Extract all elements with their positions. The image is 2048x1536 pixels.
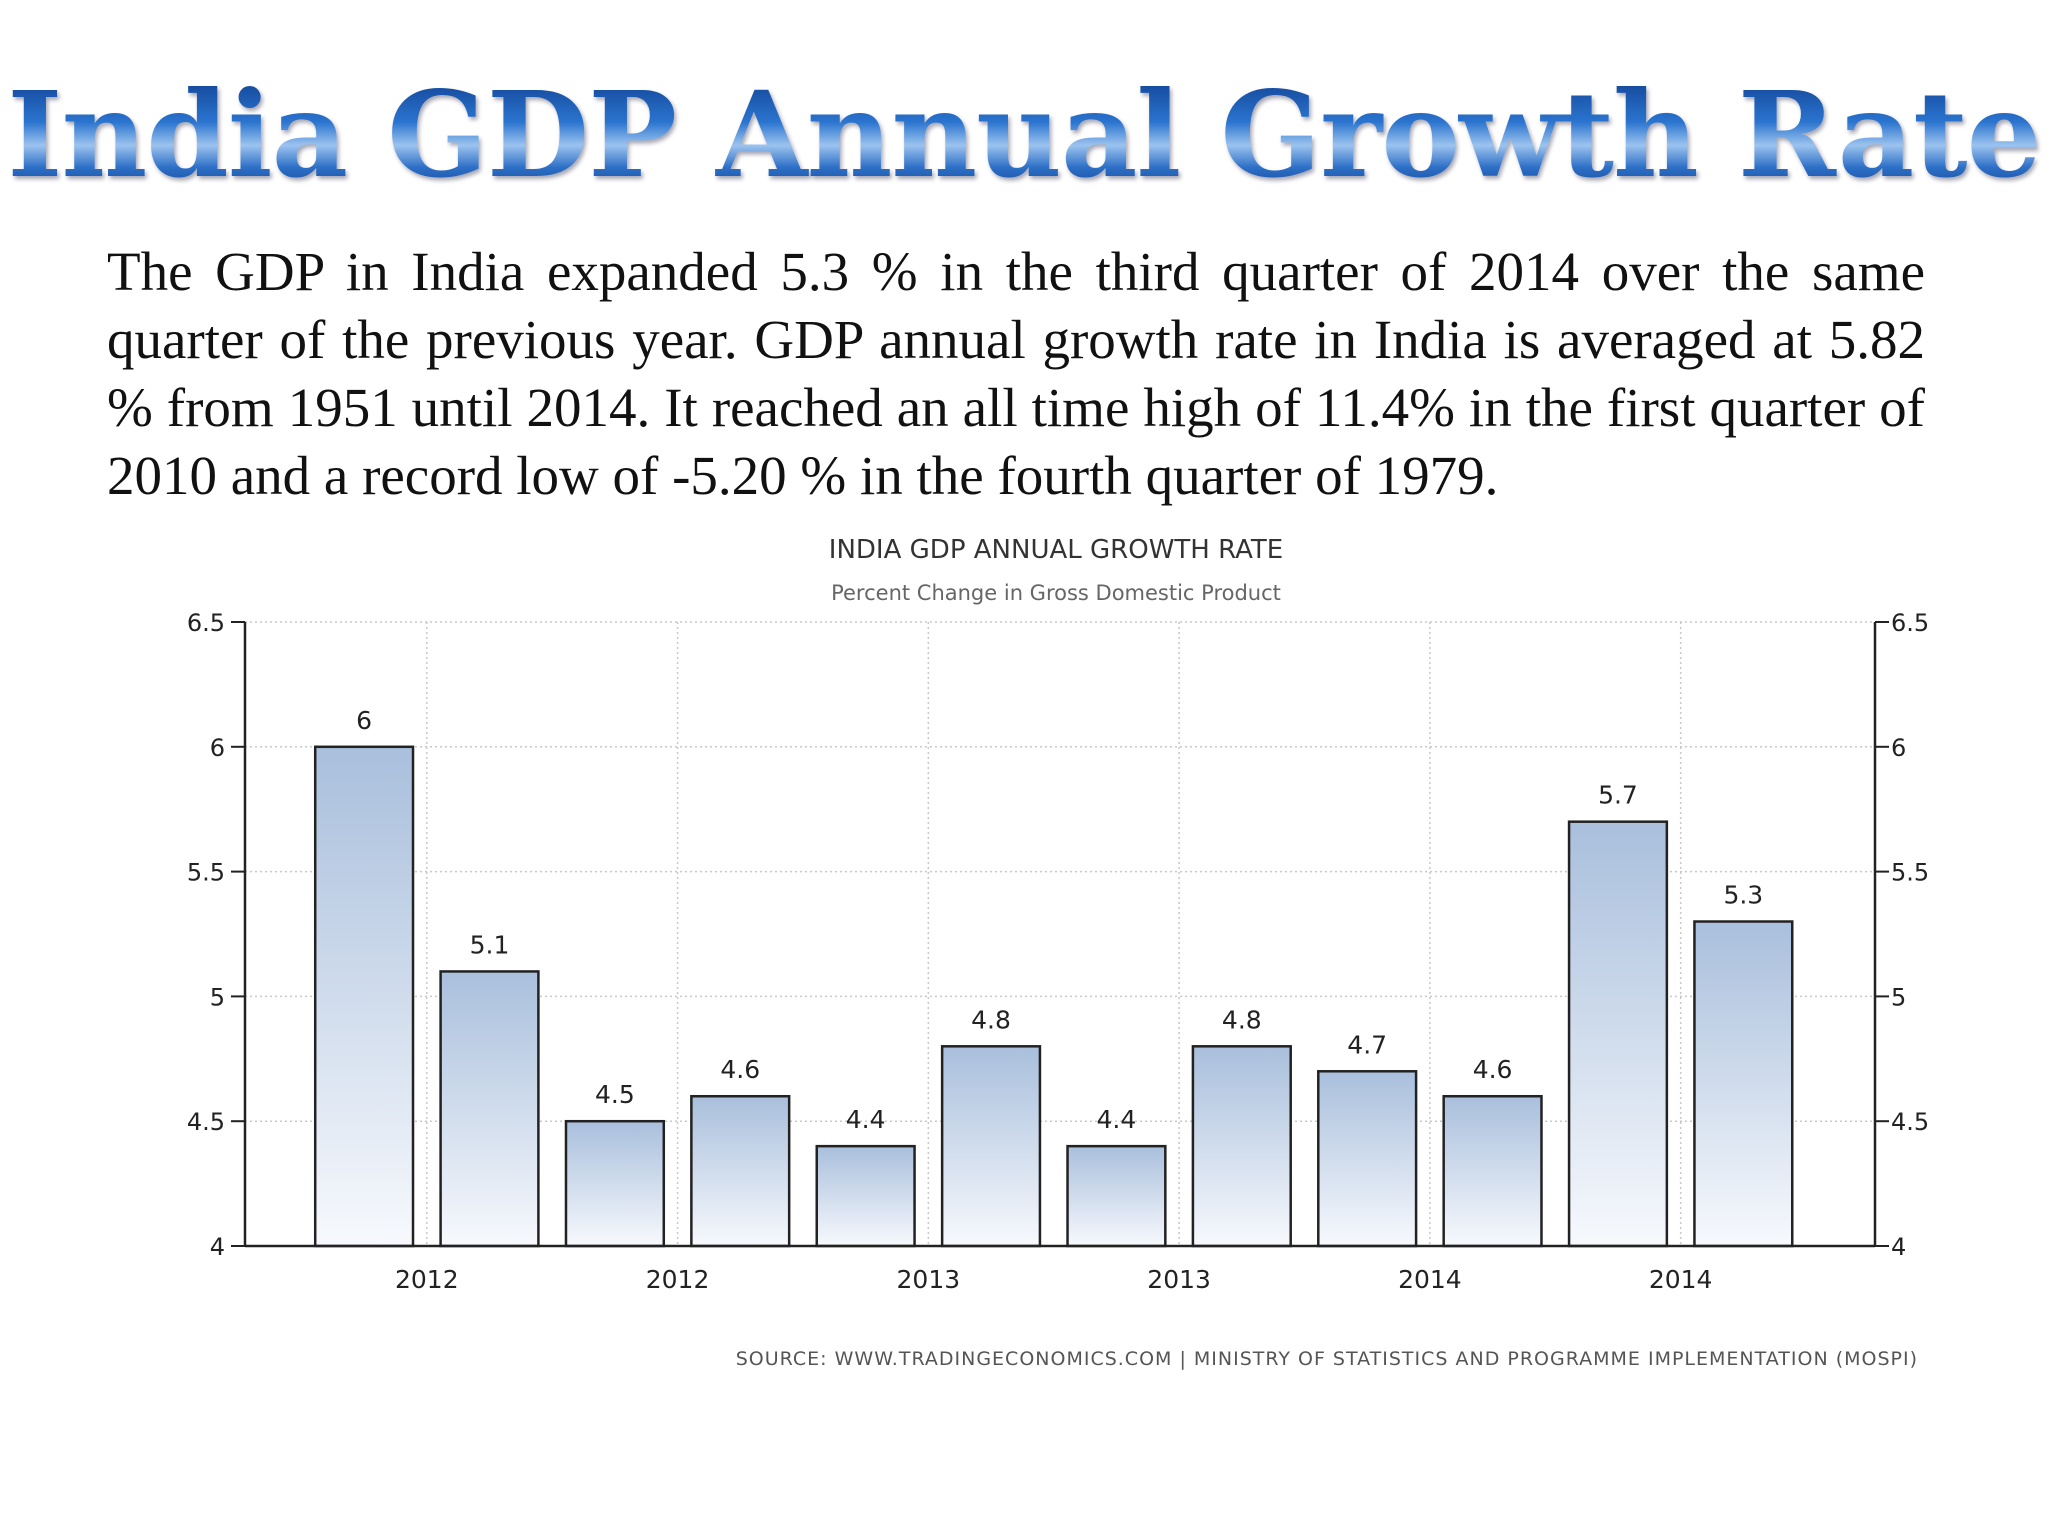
bar	[815, 1144, 916, 1248]
bar	[564, 1119, 666, 1248]
bar-value-label: 4.4	[1097, 1105, 1137, 1134]
chart-subtitle: Percent Change in Gross Domestic Product	[831, 581, 1281, 605]
y-tick-label-left: 5	[210, 983, 225, 1011]
bar-value-label: 4.4	[846, 1105, 886, 1134]
y-tick-label-right: 5	[1891, 983, 1906, 1011]
bar-value-label: 4.7	[1347, 1030, 1387, 1059]
bar	[439, 970, 540, 1248]
x-tick-label: 2012	[646, 1265, 710, 1294]
bars	[313, 745, 1794, 1248]
y-tick-label-right: 4.5	[1891, 1108, 1929, 1136]
x-tick-label: 2014	[1398, 1265, 1462, 1294]
bar-value-label: 6	[356, 706, 372, 735]
bar-value-label: 4.6	[720, 1055, 760, 1084]
slide-title: India GDP Annual Growth Rate	[0, 70, 2048, 200]
x-tick-label: 2014	[1649, 1265, 1713, 1294]
y-tick-label-right: 4	[1891, 1233, 1906, 1261]
bar	[1442, 1094, 1543, 1248]
intro-paragraph: The GDP in India expanded 5.3 % in the t…	[107, 241, 1925, 506]
x-tick-label: 2013	[1147, 1265, 1211, 1294]
bar-value-label: 5.7	[1598, 781, 1638, 810]
bar-value-label: 4.5	[595, 1080, 635, 1109]
bar-value-label: 5.3	[1723, 881, 1763, 910]
y-tick-label-left: 4	[210, 1233, 225, 1261]
bar-value-label: 5.1	[470, 930, 510, 959]
y-tick-label-right: 6.5	[1891, 609, 1929, 637]
y-tick-label-right: 6	[1891, 734, 1906, 762]
chart-title: INDIA GDP ANNUAL GROWTH RATE	[829, 535, 1283, 565]
bar-value-label: 4.8	[971, 1005, 1011, 1034]
bar	[940, 1045, 1042, 1248]
bar-value-label: 4.8	[1222, 1005, 1262, 1034]
bar	[1191, 1045, 1292, 1248]
y-tick-label-left: 6.5	[187, 609, 225, 637]
chart-source: SOURCE: WWW.TRADINGECONOMICS.COM | MINIS…	[736, 1348, 1918, 1370]
axes: 6.5 6.5 6 6 5.5 5.5 5 5 4.5 4.5 4 4 2012 2012 2013 2013…	[187, 609, 1929, 1294]
y-tick-label-right: 5.5	[1891, 859, 1929, 887]
data-labels: 6 5.1 4.5 4.6 4.4 4.8 4.4 4.8 4.7 4.6 5.7 5.3	[356, 706, 1763, 1134]
y-tick-label-left: 5.5	[187, 859, 225, 887]
x-tick-label: 2012	[395, 1265, 459, 1294]
y-tick-label-left: 4.5	[187, 1108, 225, 1136]
x-tick-label: 2013	[897, 1265, 961, 1294]
bar	[690, 1094, 791, 1248]
bar	[313, 745, 415, 1248]
bar-value-label: 4.6	[1473, 1055, 1513, 1084]
bar	[1317, 1070, 1418, 1248]
gdp-bar-chart: INDIA GDP ANNUAL GROWTH RATE Percent Cha…	[187, 535, 1929, 1370]
bar	[1693, 920, 1794, 1248]
bar	[1066, 1144, 1167, 1248]
bar	[1567, 820, 1669, 1248]
y-tick-label-left: 6	[210, 734, 225, 762]
